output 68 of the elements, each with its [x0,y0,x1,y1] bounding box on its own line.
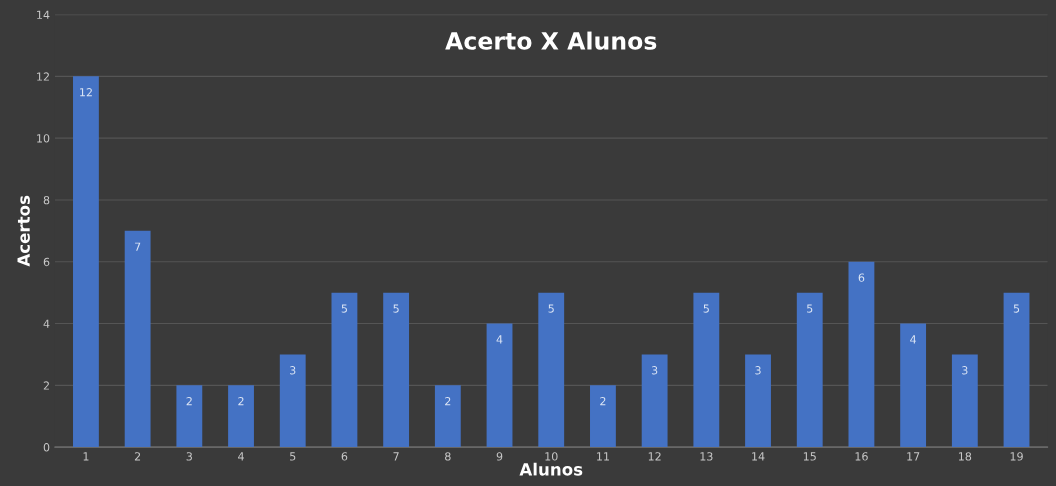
bar [796,292,823,448]
bar [848,261,875,448]
bar [641,354,668,448]
bar [279,354,306,448]
y-tick-label: 2 [43,381,49,390]
x-tick-label: 13 [700,452,713,461]
y-tick-label: 10 [37,134,50,143]
bar [73,76,99,448]
data-label: 2 [600,396,606,406]
y-axis-title: Acertos [17,195,30,267]
data-label: 3 [290,366,296,375]
x-tick-label: 15 [803,452,816,461]
x-tick-label: 2 [134,452,141,461]
bar [900,323,927,448]
data-label: 5 [703,304,709,313]
bar [951,354,978,448]
data-label: 6 [858,273,865,282]
data-label: 3 [755,366,761,375]
text: Acerto X Alunos [445,31,657,50]
y-tick-label: 4 [43,319,50,328]
data-label: 5 [807,304,813,313]
x-tick-label: 9 [496,452,503,461]
bar [124,230,151,448]
bar [590,385,616,448]
data-label: 3 [651,366,658,375]
x-tick-label: 14 [752,452,765,461]
x-tick-label: 17 [907,452,920,461]
bar [434,385,461,448]
bar [383,292,410,448]
x-tick-label: 8 [445,452,451,461]
data-label: 5 [548,304,554,313]
x-tick-label: 19 [1010,452,1023,461]
bar [745,354,771,448]
data-label: 7 [135,242,141,251]
bar [486,323,513,448]
data-label: 12 [80,88,92,97]
data-label: 4 [496,335,503,344]
bar [176,385,203,448]
data-label: 2 [238,396,244,406]
bar [331,292,358,448]
x-tick-label: 7 [393,452,399,461]
x-tick-label: 10 [545,452,558,461]
data-label: 5 [341,304,347,313]
bar [228,385,254,448]
data-label: 5 [393,304,399,313]
data-label: 2 [445,396,451,406]
y-tick-label: 12 [37,72,49,81]
x-tick-label: 16 [855,452,868,461]
data-label: 3 [962,366,968,375]
x-axis-title: Alunos [519,462,583,476]
x-tick-label: 1 [83,452,89,461]
data-label: 5 [1013,304,1020,313]
bar [693,292,720,448]
data-label: 4 [910,335,917,344]
x-tick-label: 12 [648,452,661,461]
y-tick-label: 6 [43,257,50,267]
y-tick-label: 14 [37,10,50,19]
x-tick-label: 3 [186,452,192,461]
x-tick-label: 4 [238,452,244,461]
x-tick-label: 11 [597,452,609,461]
y-tick-label: 8 [43,195,50,205]
y-tick-label: 0 [43,443,50,452]
x-tick-label: 5 [290,452,296,461]
bar [538,292,565,448]
x-tick-label: 18 [958,452,972,461]
bar [1003,292,1030,448]
x-tick-label: 6 [341,452,348,461]
data-label: 2 [186,396,192,406]
